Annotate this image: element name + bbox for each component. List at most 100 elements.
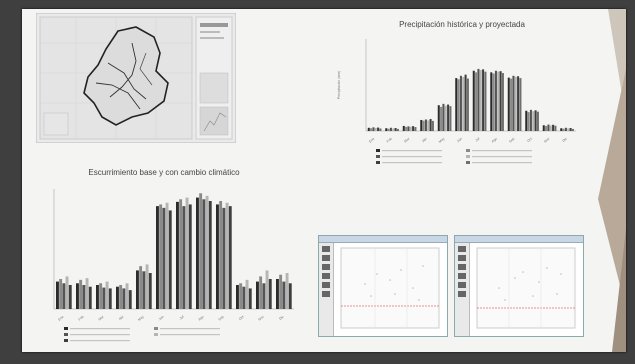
x-tick-label: May [438, 137, 446, 144]
bar [59, 279, 63, 309]
bar [248, 288, 252, 309]
bar [402, 125, 405, 131]
x-tick-label: Ene [57, 315, 64, 322]
x-tick-label: Nov [543, 137, 550, 144]
slide-decoration [598, 9, 626, 352]
bar [532, 111, 535, 131]
bar [62, 283, 66, 309]
bar [387, 128, 390, 131]
bar [569, 128, 572, 131]
bar [409, 126, 412, 131]
bar [102, 287, 106, 309]
watershed-map [35, 12, 237, 144]
x-tick-label: Ago [197, 315, 204, 322]
x-tick-label: Oct [526, 137, 533, 143]
bar [202, 199, 206, 309]
bar [422, 120, 425, 131]
bar [259, 276, 263, 309]
bar [567, 128, 570, 131]
bar [374, 128, 377, 131]
legend-text [382, 162, 442, 164]
legend-swatch [154, 327, 158, 330]
x-tick-label: Mar [403, 136, 411, 143]
legend-text [160, 328, 220, 330]
bar [122, 288, 126, 309]
legend-swatch [64, 333, 68, 336]
bar [268, 279, 272, 309]
bar [245, 279, 249, 309]
bar [466, 78, 469, 131]
legend-swatch [466, 149, 470, 152]
bar [125, 283, 129, 309]
bar [472, 70, 475, 131]
bar [554, 125, 557, 131]
bar [392, 128, 395, 131]
bar [494, 70, 497, 131]
bar [185, 197, 189, 309]
bar [196, 197, 199, 309]
x-tick-label: Jun [456, 137, 463, 144]
bar [459, 75, 462, 131]
bar [552, 124, 555, 131]
bar [479, 70, 482, 131]
bar [128, 290, 132, 309]
bar [385, 128, 388, 131]
bar [288, 283, 292, 309]
bar [519, 78, 522, 131]
bar [427, 120, 430, 131]
x-tick-label: Ago [491, 137, 498, 144]
window-toolbar [319, 243, 334, 336]
x-tick-label: Feb [386, 137, 393, 144]
bar [499, 71, 502, 131]
legend [64, 327, 220, 342]
bar [431, 120, 434, 131]
y-axis-label: Precipitación (mm) [337, 71, 341, 99]
legend-text [382, 156, 442, 158]
bar [108, 288, 112, 309]
bar [501, 73, 504, 131]
x-tick-label: Nov [257, 315, 264, 322]
bar [542, 125, 545, 131]
x-tick-label: Jun [158, 315, 165, 322]
bar [65, 276, 69, 309]
x-tick-label: Dic [562, 137, 569, 143]
x-tick-label: Oct [238, 315, 245, 321]
runoff-chart: Escurrimiento base y con cambio climátic… [24, 161, 304, 349]
x-tick-label: Jul [474, 137, 480, 143]
window-toolbar [455, 243, 470, 336]
bar [492, 73, 495, 131]
bar [205, 195, 209, 309]
legend-swatch [376, 161, 380, 164]
bar [105, 281, 109, 309]
bar [148, 273, 152, 309]
bar [510, 78, 513, 131]
bar [372, 127, 375, 131]
bar [462, 76, 465, 131]
bar [179, 199, 183, 309]
bar [560, 128, 563, 131]
x-tick-label: May [137, 315, 145, 322]
bar [367, 127, 370, 131]
bar [116, 286, 119, 309]
x-tick-label: Abr [118, 314, 125, 321]
bar [482, 69, 485, 131]
bar [159, 204, 163, 309]
bar [182, 206, 186, 309]
bar [547, 124, 550, 131]
bar [545, 125, 548, 131]
bar [534, 110, 537, 131]
bar [370, 128, 373, 131]
bar [136, 270, 139, 309]
bar [188, 204, 192, 309]
legend-text [472, 150, 532, 152]
bar [282, 281, 286, 309]
legend-swatch [466, 155, 470, 158]
legend-text [160, 334, 220, 336]
legend [376, 149, 532, 164]
bar [79, 279, 83, 309]
bar [440, 106, 443, 131]
bar [199, 193, 203, 309]
bar [377, 127, 380, 131]
software-window-left [318, 235, 448, 337]
